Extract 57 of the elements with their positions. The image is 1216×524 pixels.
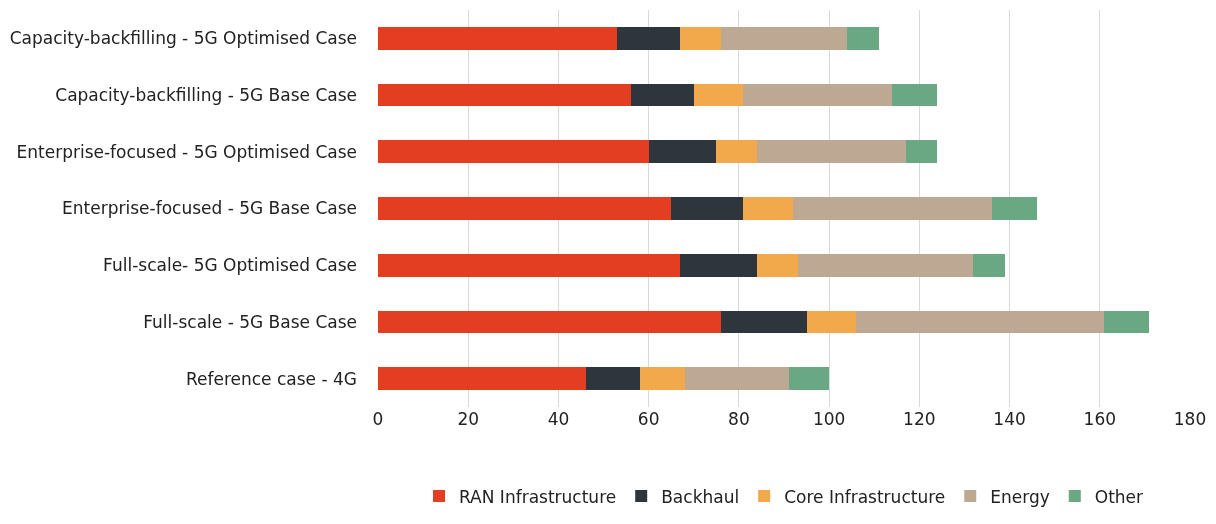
bar [378,253,681,277]
bar [756,140,906,164]
bar [378,367,586,390]
bar [793,197,992,220]
y-tick-label: Enterprise-focused - 5G Base Case [62,198,357,219]
bar [991,197,1037,220]
bar [378,140,649,164]
x-tick-label: 100 [812,409,846,429]
bar [720,310,807,334]
bar [797,253,974,277]
x-tick-label: 160 [1083,409,1117,429]
bar [1104,310,1150,334]
y-tick-label: Reference case - 4G [185,368,357,389]
x-tick-label: 140 [993,409,1026,429]
y-tick-label: Capacity-backfilling - 5G Optimised Case [9,28,357,49]
bar [585,367,640,390]
bar [684,367,789,390]
bar [648,140,717,164]
legend-label: Backhaul [661,486,740,507]
legend-label: RAN Infrastructure [459,486,617,507]
legend-label: Energy [990,486,1050,507]
bar [378,27,618,50]
bar [680,253,757,277]
bar [630,83,694,107]
bar [671,197,744,220]
bar [756,253,798,277]
bar [378,197,672,220]
bar [973,253,1006,277]
y-tick-label: Full-scale- 5G Optimised Case [103,255,357,276]
bar [743,197,794,220]
bar [856,310,1105,334]
legend-label: Other [1094,486,1144,507]
x-tick-label: 60 [637,409,660,429]
x-tick-label: 180 [1173,409,1207,429]
legend-label: Core Infrastructure [784,486,946,507]
bar [847,27,879,50]
x-tick-label: 20 [457,409,480,429]
bar [716,140,757,164]
x-tick-label: 80 [728,409,750,429]
bar [806,310,857,334]
y-tick-label: Enterprise-focused - 5G Optimised Case [16,141,357,162]
bar [905,140,938,164]
x-tick-label: 120 [903,409,936,429]
bar [743,83,893,107]
bar [639,367,685,390]
x-tick-label: 40 [547,409,570,429]
bar [720,27,848,50]
bar [680,27,721,50]
x-tick-label: 0 [372,409,384,429]
y-tick-label: Capacity-backfilling - 5G Base Case [55,85,357,106]
bar [788,367,830,390]
bar [378,83,631,107]
bar [892,83,938,107]
y-tick-label: Full-scale - 5G Base Case [143,311,357,332]
bar [617,27,681,50]
bar [693,83,744,107]
bar [378,310,721,334]
